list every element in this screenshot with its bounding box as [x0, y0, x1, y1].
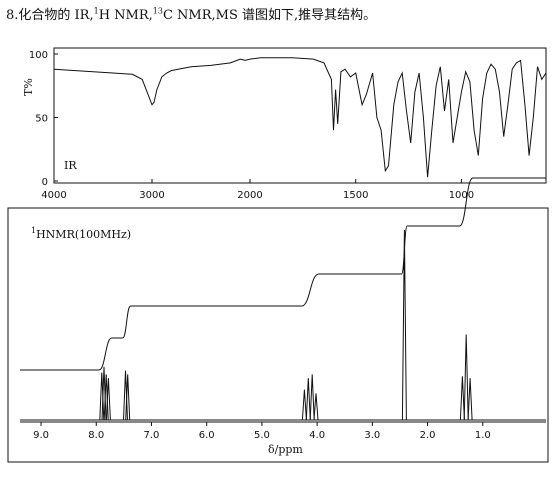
ir-y-tick-label: 0	[42, 177, 48, 188]
h-superscript: 1	[93, 6, 99, 16]
nmr-peak	[301, 389, 307, 421]
nmr-x-tick-label: 6.0	[199, 430, 215, 441]
ir-y-tick-label: 100	[29, 50, 48, 61]
ir-y-tick-label: 50	[35, 114, 48, 125]
nmr-peak	[125, 374, 131, 421]
ir-x-tick-label: 2000	[237, 190, 262, 201]
nmr-peaks	[20, 229, 546, 421]
nmr-peak	[463, 334, 469, 421]
nmr-x-tick-label: 1.0	[475, 430, 491, 441]
question-text: 8.化合物的 IR,1H NMR,13C NMR,MS 谱图如下,推导其结构。	[6, 4, 376, 23]
ir-ylabel: T%	[22, 78, 35, 96]
nmr-x-tick-label: 5.0	[254, 430, 270, 441]
ir-x-tick-label: 3000	[139, 190, 164, 201]
nmr-x-tick-label: 8.0	[88, 430, 104, 441]
nmr-xlabel: δ/ppm	[268, 443, 303, 456]
nmr-spectrum: 1HNMR(100MHz) 9.0 8.0 7.0 6.0 5.0 4.0 3.0 2.0 1.…	[7, 177, 549, 463]
h-nmr-text: H NMR,	[98, 8, 153, 23]
nmr-title: 1HNMR(100MHz)	[31, 226, 131, 241]
nmr-x-ticks: 9.0 8.0 7.0 6.0 5.0 4.0 3.0 2.0 1.0	[33, 422, 491, 441]
question-number: 8.	[6, 8, 19, 23]
nmr-x-tick-label: 2.0	[420, 430, 436, 441]
nmr-peak	[309, 374, 315, 421]
ir-title: IR	[64, 159, 77, 172]
nmr-x-tick-label: 7.0	[144, 430, 160, 441]
ir-spectrum: T% IR 100 50 0 4000 3000 2000 1500 1000	[22, 47, 547, 201]
ir-x-tick-label: 4000	[41, 190, 66, 201]
ir-trace	[53, 57, 547, 178]
nmr-title-text: HNMR(100MHz)	[36, 228, 131, 241]
nmr-x-tick-label: 9.0	[33, 430, 49, 441]
nmr-peak	[401, 229, 407, 421]
ir-x-tick-label: 1500	[343, 190, 368, 201]
ir-x-ticks: 4000 3000 2000 1500 1000	[41, 179, 474, 201]
ir-x-tick-label: 1000	[449, 190, 474, 201]
nmr-integral-curve	[20, 177, 546, 371]
nmr-peak	[467, 378, 473, 421]
nmr-x-tick-label: 4.0	[309, 430, 325, 441]
c-nmr-text: C NMR,MS 谱图如下,推导其结构。	[162, 8, 377, 23]
nmr-peak	[105, 378, 111, 421]
question-prefix: 化合物的 IR,	[18, 8, 94, 23]
nmr-peak	[99, 372, 105, 421]
nmr-title-sup: 1	[31, 226, 36, 235]
nmr-peak	[313, 393, 319, 421]
nmr-peak	[459, 376, 465, 421]
nmr-peak	[305, 378, 311, 421]
nmr-x-tick-label: 3.0	[364, 430, 380, 441]
ir-frame	[53, 47, 547, 184]
c-superscript: 13	[152, 6, 163, 16]
nmr-frame	[7, 207, 549, 463]
ir-y-ticks: 100 50 0	[29, 50, 58, 188]
